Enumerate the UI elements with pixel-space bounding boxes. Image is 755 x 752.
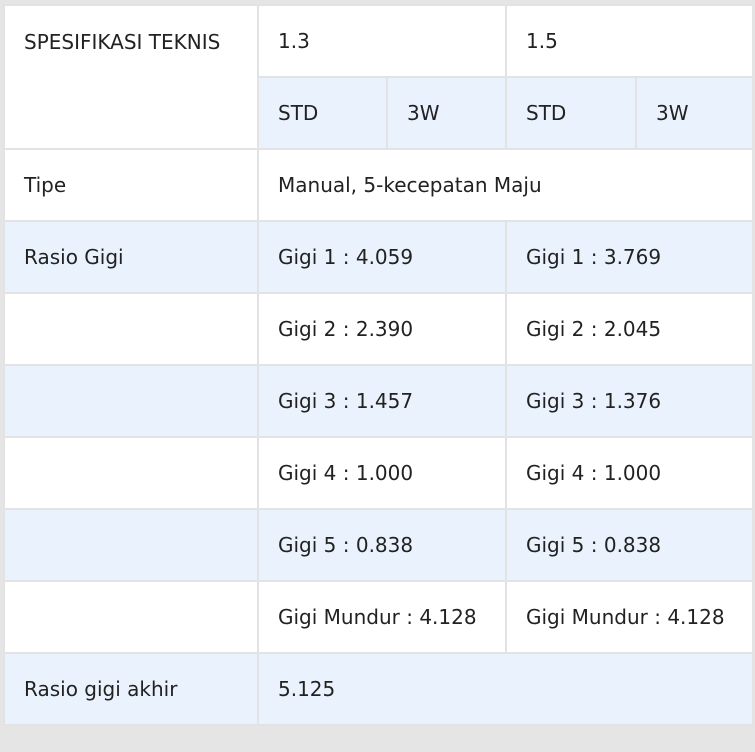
row-label-empty [3,292,259,366]
row-label: Rasio gigi akhir [3,652,259,726]
table-row: Gigi Mundur : 4.128 Gigi Mundur : 4.128 [3,580,754,654]
gear-ratio-1-5: Gigi 1 : 3.769 [505,220,754,294]
gear-ratio-1-3: Gigi 5 : 0.838 [257,508,507,582]
gear-ratio-1-5: Gigi 2 : 2.045 [505,292,754,366]
row-label-empty [3,364,259,438]
variant-1-5-header: 1.5 [505,4,754,78]
subheader-3w-1-5: 3W [635,76,754,150]
table-row: Gigi 5 : 0.838 Gigi 5 : 0.838 [3,508,754,582]
table-row: Tipe Manual, 5-kecepatan Maju [3,148,754,222]
table-row: Gigi 4 : 1.000 Gigi 4 : 1.000 [3,436,754,510]
gear-ratio-1-5: Gigi 3 : 1.376 [505,364,754,438]
subheader-3w-1-3: 3W [386,76,507,150]
gear-ratio-1-3: Gigi 4 : 1.000 [257,436,507,510]
table-header-row: SPESIFIKASI TEKNIS 1.3 1.5 [3,4,754,150]
gear-ratio-1-3: Gigi 2 : 2.390 [257,292,507,366]
table-row: Gigi 2 : 2.390 Gigi 2 : 2.045 [3,292,754,366]
gear-ratio-1-3: Gigi 1 : 4.059 [257,220,507,294]
gear-ratio-1-3: Gigi 3 : 1.457 [257,364,507,438]
subheader-std-1-3: STD [257,76,388,150]
row-value: 5.125 [257,652,754,726]
row-label-empty [3,436,259,510]
row-label-empty [3,580,259,654]
spec-table: SPESIFIKASI TEKNIS 1.3 1.5 STD 3W STD 3W… [3,4,754,726]
gear-ratio-1-5: Gigi 4 : 1.000 [505,436,754,510]
gear-ratio-1-5: Gigi 5 : 0.838 [505,508,754,582]
variant-1-3-header: 1.3 [257,4,507,78]
row-label: Rasio Gigi [3,220,259,294]
table-row: Rasio gigi akhir 5.125 [3,652,754,726]
gear-ratio-1-3: Gigi Mundur : 4.128 [257,580,507,654]
row-value: Manual, 5-kecepatan Maju [257,148,754,222]
row-label: Tipe [3,148,259,222]
table-row: Rasio Gigi Gigi 1 : 4.059 Gigi 1 : 3.769 [3,220,754,294]
row-label-empty [3,508,259,582]
spec-header-cell: SPESIFIKASI TEKNIS [3,4,259,150]
subheader-std-1-5: STD [505,76,637,150]
spec-table-container: SPESIFIKASI TEKNIS 1.3 1.5 STD 3W STD 3W… [3,4,754,747]
gear-ratio-1-5: Gigi Mundur : 4.128 [505,580,754,654]
table-row: Gigi 3 : 1.457 Gigi 3 : 1.376 [3,364,754,438]
table-subheader-row: STD 3W STD 3W [4,76,754,150]
